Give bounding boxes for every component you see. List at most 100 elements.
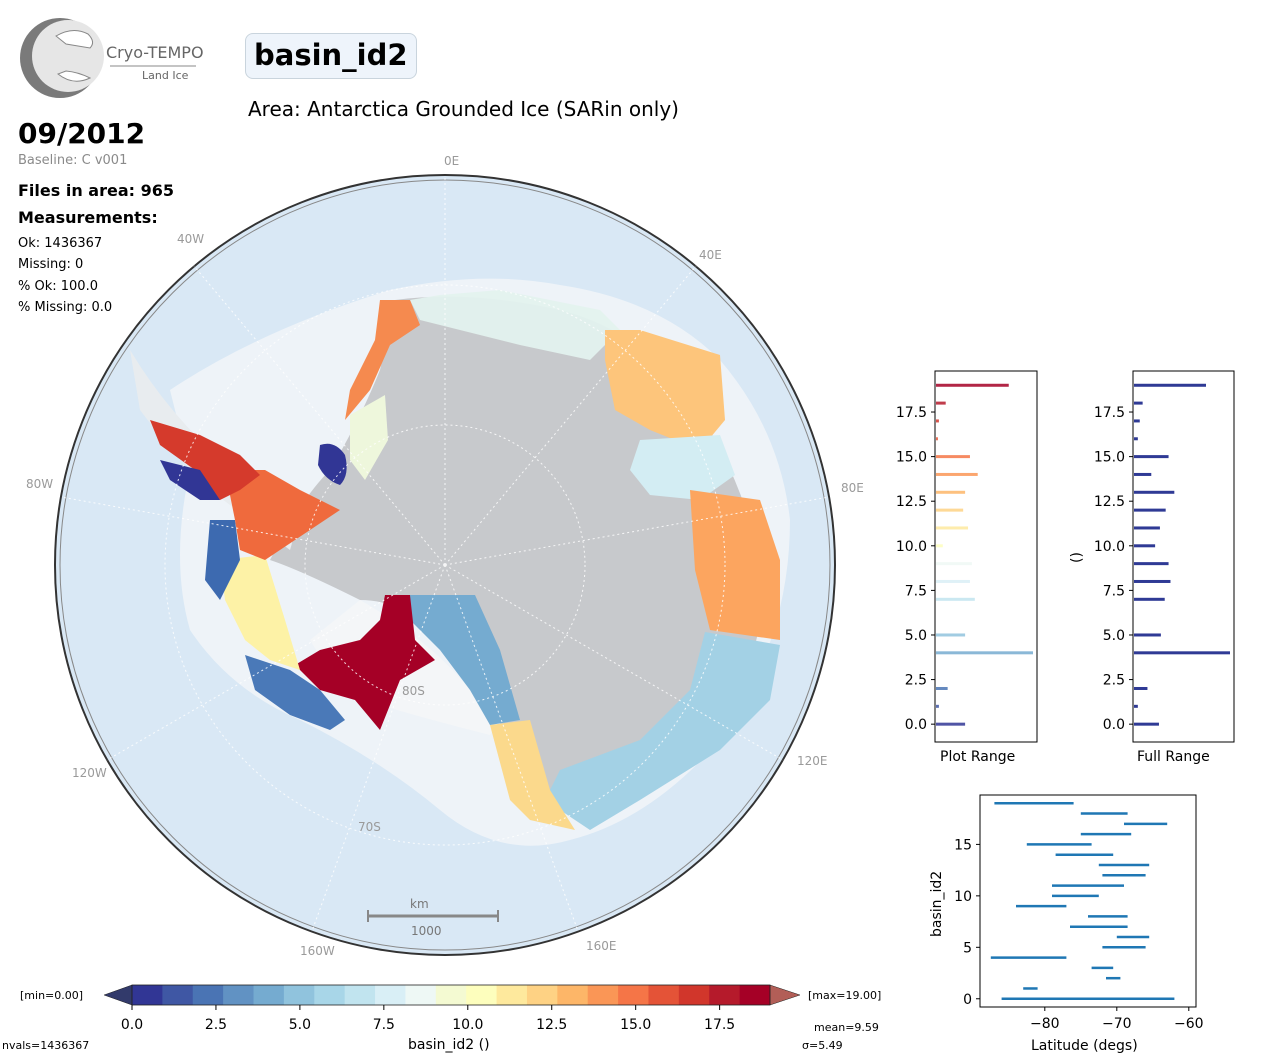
histogram-bar [1134, 490, 1175, 494]
histogram-ytick-label: 7.5 [1103, 583, 1125, 599]
histogram-bar [1134, 544, 1156, 548]
lon-label-160w: 160W [300, 944, 335, 958]
histogram-bar [936, 722, 966, 726]
colorbar-max-extension [769, 984, 801, 1006]
histogram-bar [1134, 526, 1160, 530]
colorbar-cell [375, 985, 406, 1005]
histogram-bar [936, 579, 970, 583]
histogram-ytick-label: 2.5 [905, 673, 927, 689]
plot-range-histogram: 0.0 2.5 5.0 7.5 10.0 12.5 15.0 17.5 Plot Range [896, 370, 1038, 765]
histogram-bar [1134, 437, 1138, 441]
colorbar-cell [132, 985, 163, 1005]
basin-10 [220, 555, 300, 670]
cryo-tempo-logo: Cryo-TEMPO Land Ice [20, 18, 204, 98]
histogram-bar [1134, 401, 1143, 405]
measurements-title: Measurements: [18, 208, 158, 227]
latitude-xtick-label: −70 [1102, 1016, 1132, 1032]
colorbar-max-label: [max=19.00] [808, 989, 881, 1002]
nvals-label: nvals=1436367 [2, 1039, 89, 1052]
histogram-bar [936, 686, 948, 690]
colorbar-tick-label: 2.5 [205, 1017, 227, 1033]
colorbar-cell [162, 985, 194, 1005]
basin-patches [150, 290, 780, 830]
percent-ok: % Ok: 100.0 [18, 279, 98, 294]
colorbar-min-extension [103, 984, 133, 1006]
colorbar-tick-label: 5.0 [289, 1017, 311, 1033]
lon-label-80w: 80W [26, 477, 53, 491]
files-count: Files in area: 965 [18, 181, 174, 200]
colorbar-min-label: [min=0.00] [20, 989, 83, 1002]
plot-range-yticks: 0.0 2.5 5.0 7.5 10.0 12.5 15.0 17.5 [896, 405, 935, 733]
histogram-bar [936, 633, 966, 637]
histogram-bar [936, 419, 939, 423]
histogram-ytick-label: 5.0 [1103, 628, 1125, 644]
basin-4 [410, 595, 520, 725]
histogram-bar [936, 704, 939, 708]
basin-12 [690, 490, 780, 640]
histogram-bar [1134, 722, 1159, 726]
antarctica-map: 0E 40E 80E 120E 160E 160W 120W 80W 40W 8… [26, 154, 864, 958]
colorbar-cell [526, 985, 558, 1005]
basin-3 [245, 655, 345, 730]
basin-16 [410, 290, 620, 360]
colorbar-tick-label: 7.5 [373, 1017, 395, 1033]
histogram-bar [936, 544, 943, 548]
colorbar-cell [466, 985, 498, 1005]
lon-label-160e: 160E [586, 939, 617, 953]
colorbar-cell [648, 985, 680, 1005]
latitude-xtick-label: −80 [1030, 1016, 1060, 1032]
histogram-bar [1134, 686, 1148, 690]
lon-label-40w: 40W [177, 232, 204, 246]
lat-label-70s: 70S [358, 820, 381, 834]
lon-label-120e: 120E [797, 754, 828, 768]
variable-title: basin_id2 [245, 33, 417, 79]
latitude-yticks: 0 5 10 15 [954, 837, 980, 1008]
histogram-ytick-label: 0.0 [905, 717, 927, 733]
histogram-bar [936, 383, 1009, 387]
basin-14 [345, 300, 420, 420]
histogram-ytick-label: 10.0 [1094, 539, 1125, 555]
colorbar-cell [223, 985, 255, 1005]
histogram-ytick-label: 12.5 [1094, 494, 1125, 510]
colorbar-tick-label: 10.0 [452, 1017, 483, 1033]
mean-label: mean=9.59 [814, 1021, 879, 1034]
histogram-ytick-label: 5.0 [905, 628, 927, 644]
histogram-bar [936, 508, 964, 512]
latitude-ytick-label: 10 [954, 889, 972, 905]
colorbar-tick-label: 0.0 [121, 1017, 143, 1033]
colorbar-cell [283, 985, 315, 1005]
lat-label-80s: 80S [402, 684, 425, 698]
latitude-ytick-label: 0 [963, 992, 972, 1008]
scale-value: 1000 [411, 924, 442, 938]
colorbar-label: basin_id2 () [408, 1037, 490, 1053]
histogram-bar [1134, 579, 1171, 583]
basin-11 [490, 720, 575, 830]
full-range-bars [1134, 383, 1230, 726]
latitude-xticks: −80 −70 −60 [1030, 1007, 1204, 1032]
histogram-bar [936, 651, 1033, 655]
colorbar: 0.0 2.5 5.0 7.5 10.0 12.5 15.0 17.5 [min=0.00] … [2, 984, 881, 1053]
histogram-bar [936, 490, 966, 494]
lon-label-80e: 80E [841, 481, 864, 495]
histogram-bar [1134, 508, 1166, 512]
histogram-bar [936, 472, 978, 476]
colorbar-tick-label: 12.5 [536, 1017, 567, 1033]
histogram-ytick-label: 12.5 [896, 494, 927, 510]
latitude-range-plot: 0 5 10 15 −80 −70 −60 basin_id2 Latitude (deg… [929, 794, 1204, 1054]
basin-9 [350, 395, 388, 480]
colorbar-cell [496, 985, 528, 1005]
full-range-ylabel: () [1069, 552, 1085, 563]
lon-label-40e: 40E [699, 248, 722, 262]
colorbar-cell [709, 985, 741, 1005]
area-label: Area: Antarctica Grounded Ice (SARin onl… [248, 97, 679, 121]
grounded-ice [270, 296, 762, 810]
colorbar-cell [435, 985, 467, 1005]
scale-bar: km 1000 [367, 897, 499, 938]
basin-0-peninsula [160, 460, 220, 500]
histogram-bar [1134, 455, 1169, 459]
colorbar-cell [314, 985, 346, 1005]
basin-7 [545, 632, 780, 830]
colorbar-cell [405, 985, 437, 1005]
basin-0-island [318, 443, 347, 485]
percent-missing: % Missing: 0.0 [18, 300, 113, 315]
